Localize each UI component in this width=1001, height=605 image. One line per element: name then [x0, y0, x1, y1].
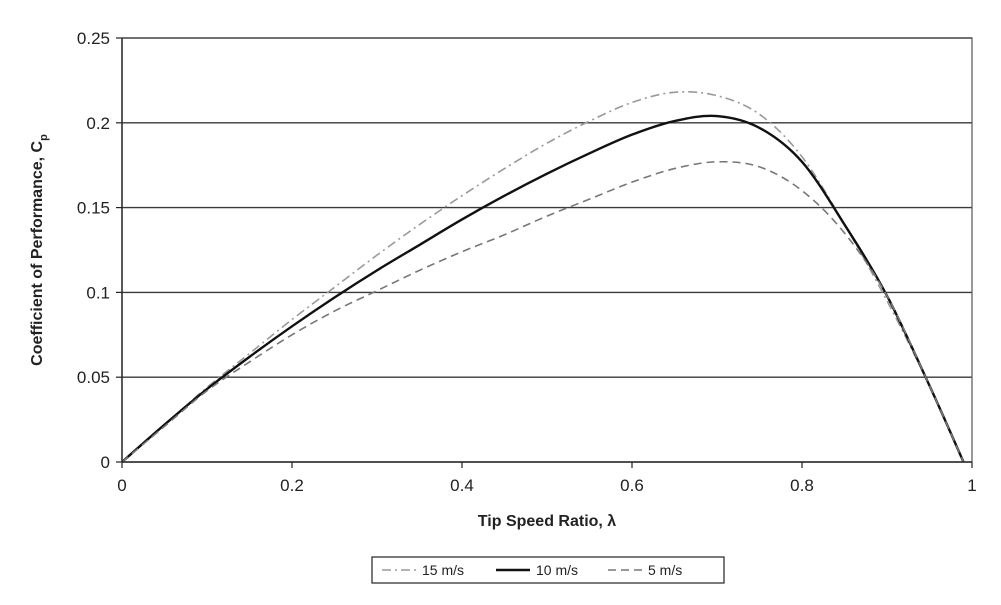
legend: 15 m/s 10 m/s 5 m/s [371, 556, 725, 584]
legend-label: 10 m/s [536, 562, 578, 578]
series-line-10-m-s [121, 114, 965, 463]
tick-labels: 0 0.05 0.1 0.15 0.2 0.25 0 0.2 0.4 0.6 0.8 1 [77, 29, 977, 495]
y-axis-title-main: Coefficient of Performance, C [29, 140, 46, 365]
x-tick-label: 0.6 [620, 476, 644, 495]
y-axis-title-subscript: p [38, 134, 50, 141]
legend-label: 15 m/s [422, 562, 464, 578]
y-tick-label: 0.15 [77, 199, 110, 218]
y-tick-label: 0.2 [86, 114, 110, 133]
y-tick-label: 0 [101, 453, 110, 472]
axes [116, 37, 973, 468]
gridlines [122, 37, 972, 378]
series-line-5-m-s [121, 160, 965, 463]
y-axis-title: Coefficient of Performance, Cp [29, 134, 50, 366]
y-tick-label: 0.05 [77, 368, 110, 387]
plot-frame [121, 37, 973, 463]
x-tick-label: 1 [967, 476, 976, 495]
x-tick-label: 0.4 [450, 476, 474, 495]
y-tick-label: 0.25 [77, 29, 110, 48]
legend-box [371, 556, 725, 584]
x-axis-title: Tip Speed Ratio, λ [478, 513, 617, 530]
series-line-15-m-s [121, 91, 965, 463]
x-tick-label: 0.2 [280, 476, 304, 495]
legend-label: 5 m/s [648, 562, 682, 578]
x-tick-label: 0 [117, 476, 126, 495]
series-lines [121, 91, 965, 463]
y-tick-label: 0.1 [86, 283, 110, 302]
x-tick-label: 0.8 [790, 476, 814, 495]
